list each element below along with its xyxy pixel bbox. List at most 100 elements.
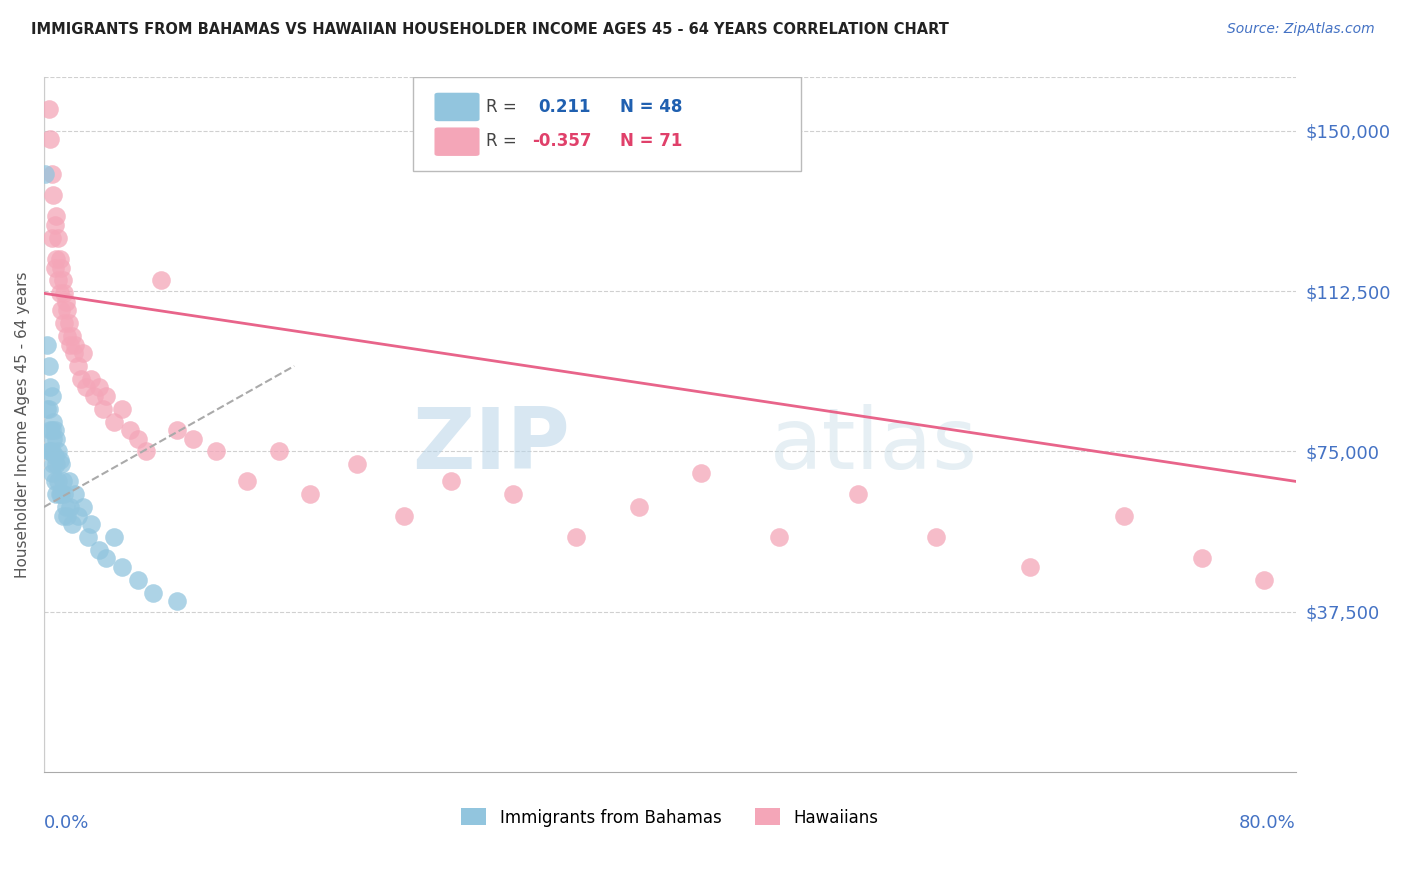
- Point: [846, 487, 869, 501]
- Point: [53, 286, 76, 301]
- Point: [45, 487, 67, 501]
- Point: [181, 432, 204, 446]
- Text: IMMIGRANTS FROM BAHAMAS VS HAWAIIAN HOUSEHOLDER INCOME AGES 45 - 64 YEARS CORREL: IMMIGRANTS FROM BAHAMAS VS HAWAIIAN HOUS…: [31, 22, 949, 37]
- Text: R =: R =: [486, 97, 516, 116]
- Point: [150, 273, 173, 287]
- Point: [166, 423, 188, 437]
- Point: [63, 337, 86, 351]
- Point: [925, 530, 948, 544]
- Text: ZIP: ZIP: [412, 404, 569, 487]
- Point: [93, 401, 115, 416]
- Point: [48, 487, 70, 501]
- Text: 0.211: 0.211: [538, 97, 591, 116]
- Point: [80, 517, 103, 532]
- Text: 0.0%: 0.0%: [44, 814, 89, 831]
- Point: [768, 530, 790, 544]
- Point: [502, 487, 524, 501]
- Point: [45, 457, 67, 471]
- Point: [96, 551, 118, 566]
- Point: [1112, 508, 1135, 523]
- Legend: Immigrants from Bahamas, Hawaiians: Immigrants from Bahamas, Hawaiians: [454, 802, 884, 833]
- Point: [49, 303, 72, 318]
- Point: [72, 500, 94, 514]
- Point: [80, 372, 103, 386]
- Point: [48, 286, 70, 301]
- Point: [46, 273, 69, 287]
- Point: [41, 167, 63, 181]
- Point: [111, 401, 134, 416]
- Point: [44, 218, 66, 232]
- FancyBboxPatch shape: [434, 93, 479, 121]
- Point: [46, 444, 69, 458]
- Point: [346, 457, 368, 471]
- Point: [440, 475, 463, 489]
- Point: [63, 487, 86, 501]
- Point: [49, 260, 72, 275]
- Point: [42, 415, 65, 429]
- Point: [62, 346, 84, 360]
- Text: -0.357: -0.357: [531, 132, 592, 151]
- Point: [60, 517, 83, 532]
- Y-axis label: Householder Income Ages 45 - 64 years: Householder Income Ages 45 - 64 years: [15, 271, 30, 578]
- Point: [52, 475, 75, 489]
- Text: Source: ZipAtlas.com: Source: ZipAtlas.com: [1227, 22, 1375, 37]
- Point: [1191, 551, 1213, 566]
- Point: [39, 132, 62, 146]
- Point: [49, 487, 72, 501]
- Point: [41, 231, 63, 245]
- Point: [46, 475, 69, 489]
- Point: [45, 252, 67, 266]
- Point: [55, 500, 77, 514]
- Point: [96, 389, 118, 403]
- Point: [41, 423, 63, 437]
- Point: [103, 415, 125, 429]
- Point: [41, 389, 63, 403]
- Point: [118, 423, 141, 437]
- Point: [70, 372, 93, 386]
- Point: [59, 500, 82, 514]
- Point: [49, 457, 72, 471]
- Point: [48, 252, 70, 266]
- Point: [46, 231, 69, 245]
- Point: [38, 401, 60, 416]
- Point: [56, 329, 79, 343]
- Point: [56, 508, 79, 523]
- Point: [45, 432, 67, 446]
- Point: [127, 573, 149, 587]
- Point: [52, 508, 75, 523]
- Point: [44, 260, 66, 275]
- Point: [55, 294, 77, 309]
- Point: [38, 444, 60, 458]
- Point: [111, 560, 134, 574]
- Point: [205, 444, 228, 458]
- Point: [627, 500, 650, 514]
- Point: [38, 103, 60, 117]
- Point: [87, 380, 110, 394]
- Point: [298, 487, 321, 501]
- Point: [48, 453, 70, 467]
- Point: [565, 530, 588, 544]
- Point: [35, 337, 58, 351]
- Point: [38, 359, 60, 373]
- Point: [53, 316, 76, 330]
- Point: [44, 423, 66, 437]
- Point: [58, 475, 80, 489]
- Point: [87, 542, 110, 557]
- Point: [44, 475, 66, 489]
- Point: [44, 449, 66, 463]
- Text: R =: R =: [486, 132, 516, 151]
- Point: [34, 167, 56, 181]
- Point: [267, 444, 290, 458]
- Point: [1018, 560, 1040, 574]
- FancyBboxPatch shape: [413, 78, 801, 171]
- Point: [56, 303, 79, 318]
- Text: N = 71: N = 71: [620, 132, 682, 151]
- Point: [83, 389, 105, 403]
- Point: [52, 273, 75, 287]
- Point: [41, 466, 63, 480]
- Point: [76, 530, 98, 544]
- Point: [53, 487, 76, 501]
- Text: 80.0%: 80.0%: [1239, 814, 1296, 831]
- FancyBboxPatch shape: [434, 128, 479, 156]
- Point: [45, 210, 67, 224]
